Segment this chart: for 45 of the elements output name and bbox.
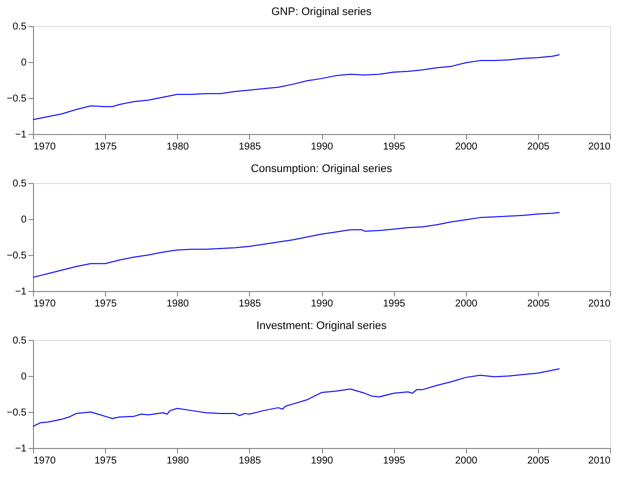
y-tick-label: 0.5 [12, 178, 27, 190]
y-tick-label: −1 [15, 444, 27, 454]
x-tick-label: 1980 [166, 298, 190, 310]
x-tick-label: 1975 [94, 142, 118, 152]
chart-title: Consumption: Original series [250, 163, 393, 175]
chart-title: Investment: Original series [256, 320, 388, 332]
x-tick-label: 1995 [383, 298, 406, 310]
x-tick-label: 1970 [34, 298, 56, 310]
x-tick-label: 1970 [34, 142, 56, 152]
x-tick-label: 1975 [94, 298, 118, 310]
x-tick-label: 1980 [166, 142, 190, 152]
x-tick-label: 1990 [310, 456, 334, 466]
x-tick-label: 1985 [238, 142, 262, 152]
y-tick-label: −0.5 [6, 250, 27, 262]
x-tick-label: 1970 [34, 456, 56, 466]
x-tick-label: 1995 [383, 456, 406, 466]
x-tick-label: 2005 [527, 142, 550, 152]
y-tick-label: −0.5 [6, 408, 27, 418]
y-tick-label: 0 [20, 214, 27, 226]
x-tick-label: 1975 [94, 456, 118, 466]
x-tick-label: 1985 [238, 456, 262, 466]
y-tick-label: 0 [20, 58, 27, 68]
x-tick-label: 1995 [383, 142, 406, 152]
y-tick-label: 0.5 [12, 336, 27, 346]
x-tick-label: 1990 [310, 142, 334, 152]
x-tick-label: 2005 [527, 298, 550, 310]
x-tick-label: 2010 [588, 142, 611, 152]
y-tick-label: 0 [20, 372, 27, 382]
x-tick-label: 2000 [455, 456, 478, 466]
line-series [32, 54, 560, 120]
x-tick-label: 1980 [166, 456, 190, 466]
x-tick-label: 2010 [588, 456, 611, 466]
y-tick-label: −1 [15, 130, 27, 140]
chart-title: GNP: Original series [271, 6, 372, 18]
x-tick-label: 2010 [588, 298, 611, 310]
x-tick-label: 1985 [238, 298, 262, 310]
y-tick-label: 0.5 [12, 22, 27, 32]
x-tick-label: 2000 [455, 142, 478, 152]
x-tick-label: 2000 [455, 298, 478, 310]
y-tick-label: −1 [15, 286, 27, 298]
x-tick-label: 1990 [310, 298, 334, 310]
x-tick-label: 2005 [527, 456, 550, 466]
y-tick-label: −0.5 [6, 94, 27, 104]
line-series [32, 212, 560, 278]
line-series [32, 368, 560, 427]
